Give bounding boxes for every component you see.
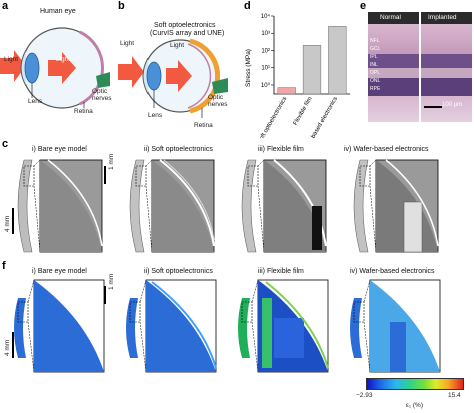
panel-a-optic-nerves: Optic nerves — [92, 88, 112, 102]
layer-opl: OPL — [370, 70, 381, 76]
panel-c-title-2: ii) Soft optoelectronics — [144, 146, 213, 153]
f-wafer-based-model — [350, 279, 441, 373]
lens — [24, 52, 40, 84]
bar-2 — [302, 45, 322, 95]
bar-3 — [328, 26, 347, 95]
optic-nerve — [96, 72, 110, 88]
panel-f-title-1: i) Bare eye model — [32, 268, 87, 275]
eye-diagram-a — [0, 27, 110, 109]
colorbar-label: ε₁ (%) — [406, 402, 424, 409]
histology-scalebar — [424, 106, 442, 108]
chart-axes — [273, 16, 350, 95]
f-scalebar-4mm-label: 4 mm — [4, 339, 11, 356]
panel-f-title-4: iv) Wafer-based electronics — [350, 268, 435, 275]
panel-f-title-2: ii) Soft optoelectronics — [144, 268, 213, 275]
retina-layer — [187, 43, 212, 109]
panel-a-light-center: Light — [56, 56, 71, 63]
layer-onl: ONL — [370, 78, 381, 84]
panel-b-light-left: Light — [120, 40, 135, 47]
optic-nerve — [212, 78, 228, 94]
retina-layer — [79, 30, 104, 106]
stress-bar-chart: Stress (MPa) Soft optoelectronics Flexibl… — [245, 13, 350, 138]
histology-implanted-label: Implanted — [428, 14, 457, 21]
panel-b-optic-nerves: Optic nerves — [208, 94, 228, 108]
colorbar-max: 15.4 — [448, 392, 461, 399]
panel-a-title: Human eye — [40, 8, 76, 15]
light-arrow-left — [0, 50, 26, 82]
layer-inl: INL — [370, 62, 378, 68]
light-arrow-center — [166, 60, 192, 92]
panel-c-title-3: iii) Flexible film — [258, 146, 304, 153]
panel-b-light-center: Light — [170, 42, 185, 49]
soft-optoelectronics-device — [189, 38, 221, 114]
bar-1 — [277, 87, 296, 95]
y-tick-label: 10⁰ — [261, 82, 271, 89]
y-tick-label: 10¹ — [261, 66, 270, 72]
panel-a-light-left: Light — [4, 56, 19, 63]
c-bare-eye-model — [17, 159, 103, 253]
panel-d-label: d — [244, 0, 251, 12]
panel-a-lens: Lens — [28, 98, 43, 105]
panel-e-label: e — [360, 0, 367, 12]
y-axis-label: Stress (MPa) — [245, 49, 252, 87]
panel-b-title-2: (CurvIS array and UNE) — [150, 30, 225, 37]
f-bare-eye-model — [14, 279, 105, 373]
c-wafer-based-model — [353, 159, 439, 253]
strain-colorbar — [366, 378, 464, 390]
category-label-1: Soft optoelectronics — [257, 96, 289, 138]
y-tick-label: 10³ — [261, 31, 270, 37]
panel-c-title-4: iv) Wafer-based electronics — [344, 146, 429, 153]
histology-normal-label: Normal — [380, 14, 401, 21]
layer-rpe: RPE — [370, 86, 381, 92]
panel-c-title-1: i) Bare eye model — [32, 146, 87, 153]
y-tick-label: 10⁴ — [261, 13, 271, 20]
panel-a-label: a — [2, 0, 9, 12]
eye-diagram-b — [118, 38, 228, 118]
layer-gcl: GCL — [370, 46, 381, 52]
panel-f-title-3: iii) Flexible film — [258, 268, 304, 275]
cornea — [20, 49, 27, 87]
c-scalebar-1mm-label: 1 mm — [108, 153, 115, 170]
category-label-2: Flexible film — [293, 96, 314, 126]
histology-scalebar-label: 100 μm — [442, 102, 463, 108]
colorbar-min: −2.93 — [356, 392, 373, 399]
f-scalebar-4mm — [12, 332, 14, 358]
f-flexible-film-model — [238, 279, 329, 373]
y-tick-label: 10² — [261, 48, 270, 54]
panel-c-label: c — [2, 138, 9, 150]
f-scalebar-1mm-label: 1 mm — [108, 273, 115, 290]
panel-f-label: f — [2, 260, 6, 272]
panel-b-lens: Lens — [148, 112, 163, 119]
c-scalebar-1mm — [104, 166, 106, 184]
layer-nfl: NFL — [370, 38, 380, 44]
lens — [146, 61, 162, 91]
c-scalebar-4mm — [12, 208, 14, 234]
c-flexible-film-model — [241, 159, 327, 253]
panel-b-label: b — [118, 0, 125, 12]
f-soft-optoelectronics-model — [126, 279, 217, 373]
light-arrow-center — [48, 52, 76, 84]
panel-b-retina: Retina — [194, 122, 213, 129]
histology-image — [368, 12, 472, 122]
f-scalebar-1mm — [104, 286, 106, 304]
panel-a-retina: Retina — [74, 108, 93, 115]
panel-b-title-1: Soft optoelectronics — [154, 22, 216, 29]
light-arrow-left — [118, 56, 144, 88]
c-soft-optoelectronics-model — [129, 159, 215, 253]
cornea — [142, 57, 149, 95]
c-scalebar-4mm-label: 4 mm — [4, 215, 11, 232]
layer-ipl: IPL — [370, 54, 378, 60]
